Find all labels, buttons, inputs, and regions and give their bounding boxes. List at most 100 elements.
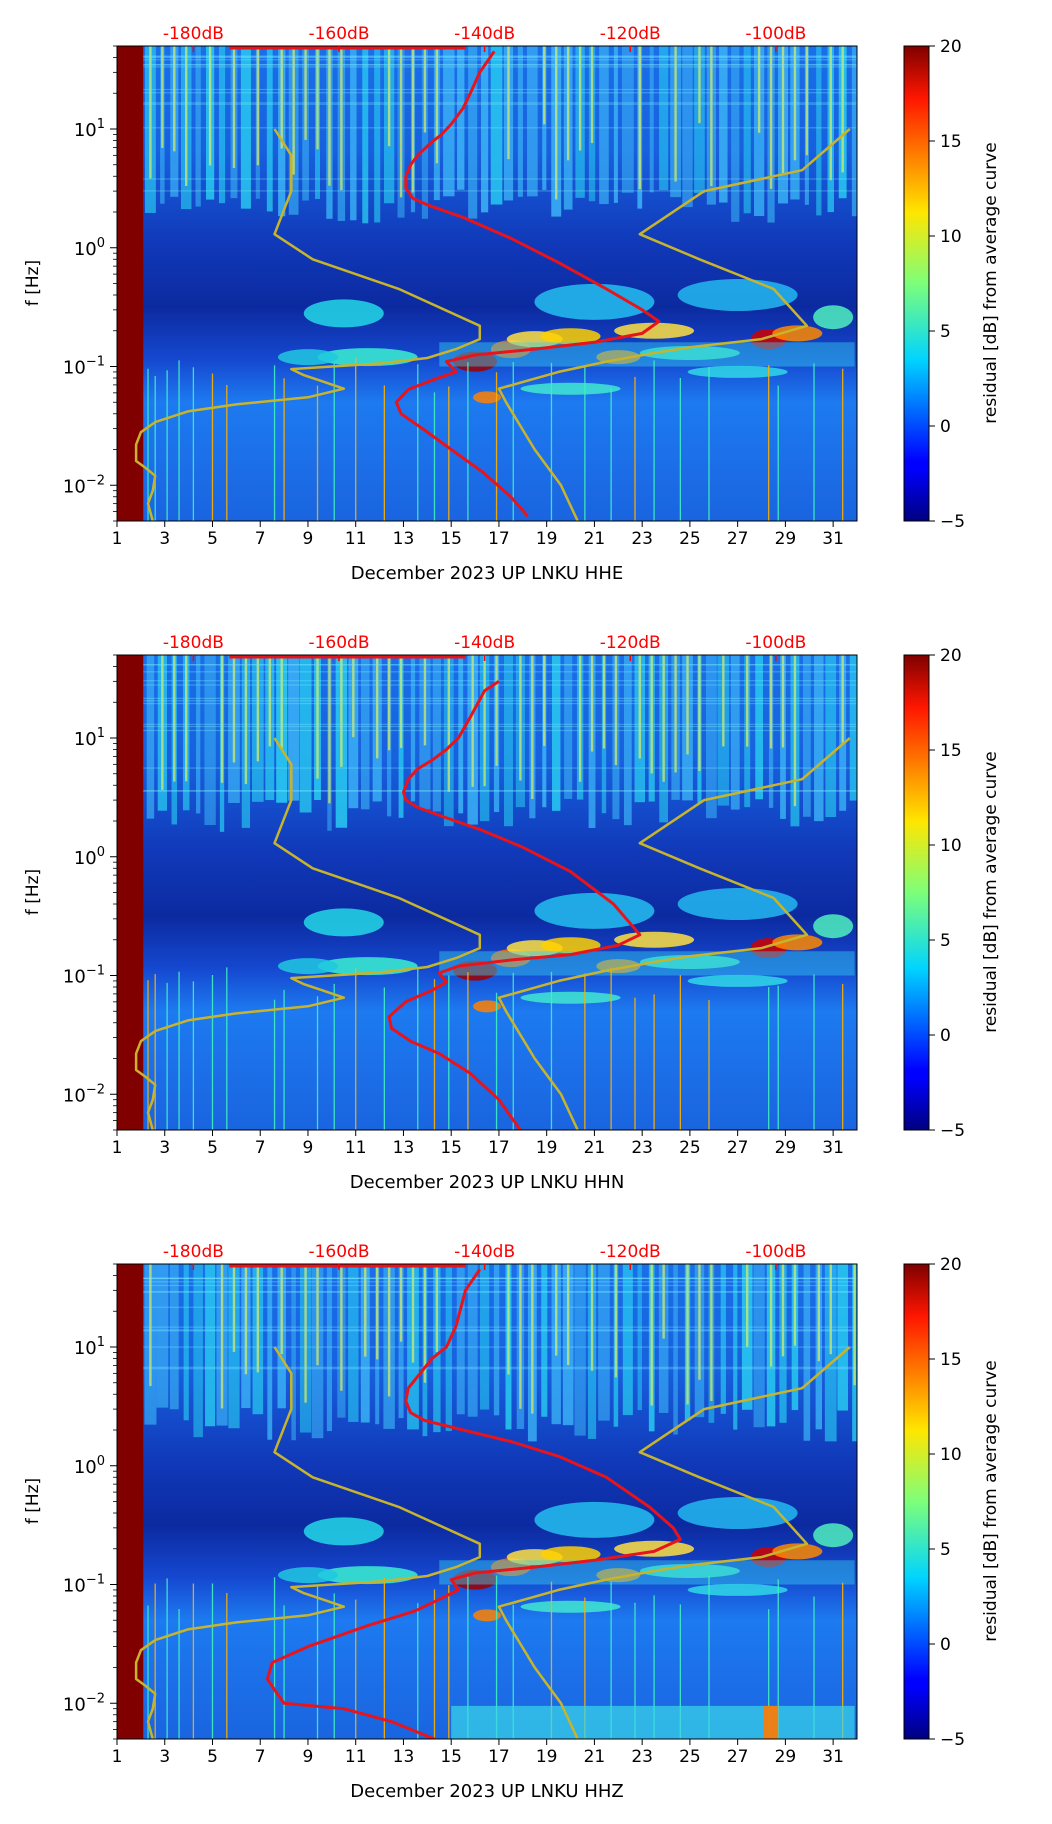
noise-stripe [423,46,427,133]
spectrogram-chart: -180dB -160dB -140dB -120dB -100dB 1 3 5 7 9 11 13… [23,633,1001,1193]
top-axis-label: -100dB [745,24,806,44]
spectrogram-chart: -180dB -160dB -140dB -120dB -100dB 1 3 5 7 9 11 13… [23,24,1001,584]
noise-stripe [185,655,188,782]
x-tick-label: 3 [159,1747,170,1767]
noise-stripe [149,1264,152,1387]
noise-stripe [387,1264,391,1397]
noise-stripe [720,1264,726,1414]
microseism-patch [772,1543,823,1560]
noise-stripe [483,655,486,787]
x-tick-label: 23 [631,1138,653,1158]
noise-stripe [682,46,693,208]
noise-stripe [432,655,441,812]
noise-stripe [841,46,844,173]
noise-stripe [517,46,523,197]
noise-streak [117,1277,857,1279]
top-axis-label: -140dB [454,633,515,653]
noise-stripe [745,655,749,747]
noise-stripe [650,1264,653,1406]
x-tick-label: 31 [822,1138,844,1158]
colorbar-tick-label: 0 [940,417,951,437]
noise-stripe [266,46,273,212]
noise-streak [117,1366,857,1368]
colorbar-tick-label: 10 [940,227,962,247]
noise-stripe [374,46,381,223]
y-tick-label: 10−2 [63,1082,105,1106]
noise-stripe [566,46,570,161]
noise-stripe [185,46,188,186]
noise-stripe [161,655,164,790]
x-tick-label: 7 [255,529,266,549]
microseism-patch [540,937,601,954]
noise-streak [117,723,857,725]
colorbar-tick-label: 15 [940,1350,962,1370]
y-tick-label: 100 [74,1454,105,1478]
noise-stripe [793,655,797,807]
noise-stripe [205,1264,216,1427]
noise-stripe [531,655,534,799]
noise-stripe [805,46,809,156]
noise-streak [117,790,857,792]
noise-stripe [793,1264,797,1346]
noise-stripe [710,46,713,187]
noise-stripe [674,655,677,773]
y-tick-label: 101 [74,726,105,750]
microseism-patch [520,991,621,1004]
top-axis-label: -140dB [454,1242,515,1262]
x-tick-label: 5 [207,1747,218,1767]
noise-stripe [447,655,451,792]
noise-stripe [280,1264,283,1355]
noise-stripe [169,1264,179,1410]
noise-streak [117,664,857,666]
noise-stripe [218,46,226,204]
noise-stripe [816,46,822,216]
top-axis-label: -140dB [454,24,515,44]
x-tick-label: 15 [440,529,462,549]
top-axis-label: -100dB [745,1242,806,1262]
noise-stripe [853,1264,856,1386]
noise-stripe [698,655,701,771]
colorbar-tick-label: −5 [940,512,965,532]
noise-stripe [730,655,740,810]
noise-stripe [364,1264,367,1357]
y-axis: 10−2 10−1 100 101 [63,1263,117,1740]
noise-stripe [399,655,403,748]
spectrogram-image [117,46,857,521]
noise-stripe [731,46,740,222]
noise-stripe [698,1264,701,1380]
noise-stripe [555,1264,558,1356]
x-tick-label: 17 [488,529,510,549]
top-axis-label: -100dB [745,633,806,653]
noise-stripe [564,655,573,799]
microseism-patch [687,1583,788,1596]
y-tick-label: 100 [74,845,105,869]
y-tick-label: 101 [74,1335,105,1359]
x-axis-label: December 2023 UP LNKU HHE [351,563,624,584]
noise-stripe [340,1264,343,1391]
high-noise-model-curve [497,737,851,1130]
noise-stripe [299,655,312,813]
noise-stripe [480,1264,490,1410]
colorbar-tick-label: 0 [940,1026,951,1046]
noise-streak [117,700,857,702]
microseism-patch [277,1567,338,1584]
x-axis: 1 3 5 7 9 11 13 15 17 19 21 23 25 27 29 31 [112,1130,844,1158]
colorbar [903,45,930,522]
noise-stripe [650,655,653,774]
x-axis-label: December 2023 UP LNKU HHN [350,1172,625,1193]
noise-stripe [360,655,370,810]
noise-stripe [755,655,764,800]
noise-stripe [316,1264,319,1366]
microseism-patch [540,328,601,345]
noise-stripe [578,46,582,151]
microseism-patch [813,1523,854,1548]
noise-stripe [527,46,538,197]
noise-stripe [493,1264,500,1416]
noise-stripe [503,655,513,827]
noise-stripe [471,655,474,787]
noise-stripe [316,46,319,150]
noise-stripe [375,655,379,759]
y-tick-label: 10−2 [63,1691,105,1715]
noise-stripe [304,1264,307,1403]
x-tick-label: 7 [255,1138,266,1158]
